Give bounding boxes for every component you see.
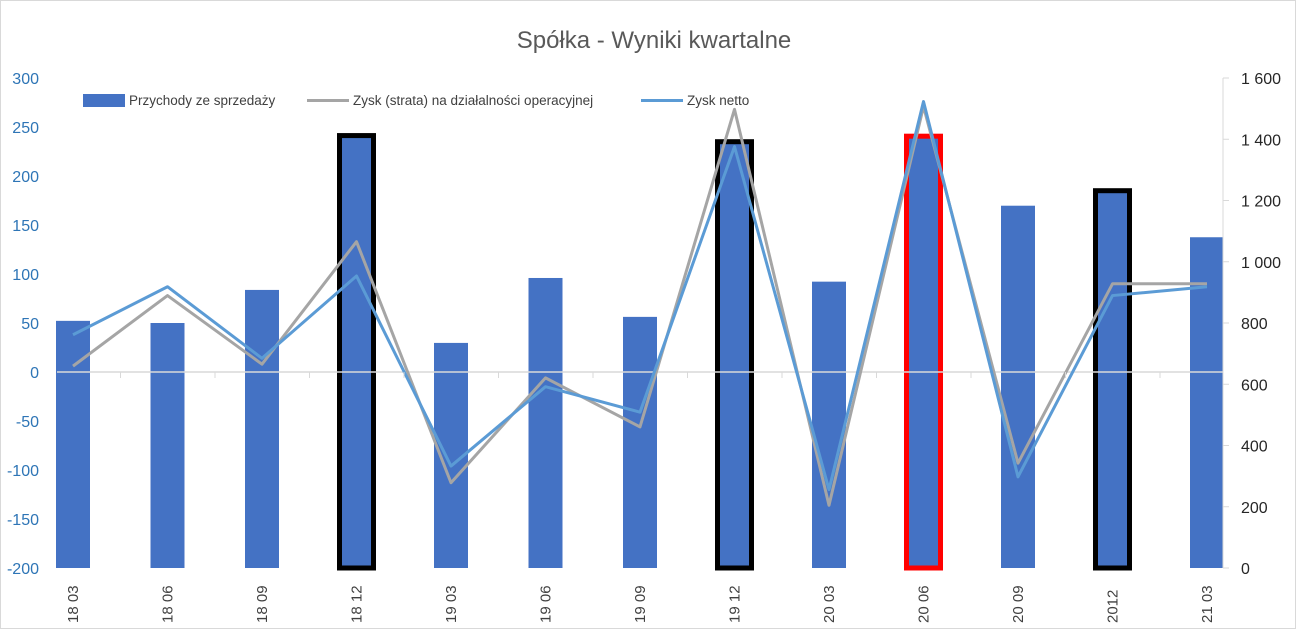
chart-title: Spółka - Wyniki kwartalne (517, 27, 792, 54)
x-tick-label: 18 06 (160, 585, 177, 623)
y-left-tick-label: -50 (16, 414, 39, 431)
y-right-tick-label: 1 600 (1241, 71, 1281, 88)
lines-layer (72, 100, 1208, 507)
x-tick-label: 20 03 (821, 585, 838, 623)
x-tick-label: 20 06 (916, 585, 933, 623)
series-line-2 (72, 100, 1208, 492)
x-tick-label: 2012 (1105, 590, 1122, 623)
y-right-tick-label: 200 (1241, 500, 1268, 517)
bar-2009 (1001, 205, 1035, 569)
axes-layer: 300 250 200 150 100 50 0 -50 -100 -150 -200 1 600 1 … (7, 71, 1281, 623)
bar-1803 (56, 320, 90, 568)
y-right-tick-label: 600 (1241, 377, 1268, 394)
x-tick-label: 18 03 (65, 585, 82, 623)
bar-1906 (528, 277, 563, 568)
bar-2103 (1190, 237, 1223, 568)
y-right-tick-label: 800 (1241, 316, 1268, 333)
bars-layer (56, 133, 1223, 571)
x-tick-label: 18 12 (349, 585, 366, 623)
y-left-tick-label: 100 (12, 267, 39, 284)
x-tick-label: 19 09 (632, 585, 649, 623)
y-right-tick-label: 0 (1241, 561, 1250, 578)
x-tick-label: 19 03 (443, 585, 460, 623)
bar-1806 (150, 323, 185, 568)
y-right-tick-label: 1 400 (1241, 132, 1281, 149)
series-line-1 (72, 104, 1207, 507)
y-left-tick-label: -200 (7, 561, 39, 578)
y-left-tick-label: 0 (30, 365, 39, 382)
x-tick-label: 19 12 (727, 585, 744, 623)
y-left-tick-label: -100 (7, 463, 39, 480)
x-tick-label: 18 09 (254, 585, 271, 623)
legend-label-2: Zysk (strata) na działalności operacyjne… (353, 93, 593, 108)
bar-1812 (337, 133, 376, 571)
legend-swatch-1 (83, 94, 125, 107)
bar-1809 (245, 289, 279, 568)
y-left-tick-label: -150 (7, 512, 39, 529)
legend-label-3: Zysk netto (687, 93, 749, 108)
bar-1909 (623, 316, 657, 568)
y-left-tick-label: 50 (21, 316, 39, 333)
x-tick-label: 20 09 (1010, 585, 1027, 623)
y-left-tick-label: 150 (12, 218, 39, 235)
y-left-tick-label: 250 (12, 120, 39, 137)
bar-1912 (715, 139, 754, 571)
bar-2012 (1093, 188, 1132, 571)
bar-2006 (904, 133, 943, 571)
y-left-tick-label: 200 (12, 169, 39, 186)
x-tick-label: 21 03 (1199, 585, 1216, 623)
bar-2003 (812, 281, 846, 568)
y-left-tick-label: 300 (12, 71, 39, 88)
y-right-tick-label: 1 000 (1241, 255, 1281, 272)
y-right-tick-label: 400 (1241, 439, 1268, 456)
y-right-tick-label: 1 200 (1241, 194, 1281, 211)
legend: Przychody ze sprzedaży Zysk (strata) na d… (83, 93, 749, 108)
x-tick-label: 19 06 (538, 585, 555, 623)
legend-label-1: Przychody ze sprzedaży (129, 93, 276, 108)
